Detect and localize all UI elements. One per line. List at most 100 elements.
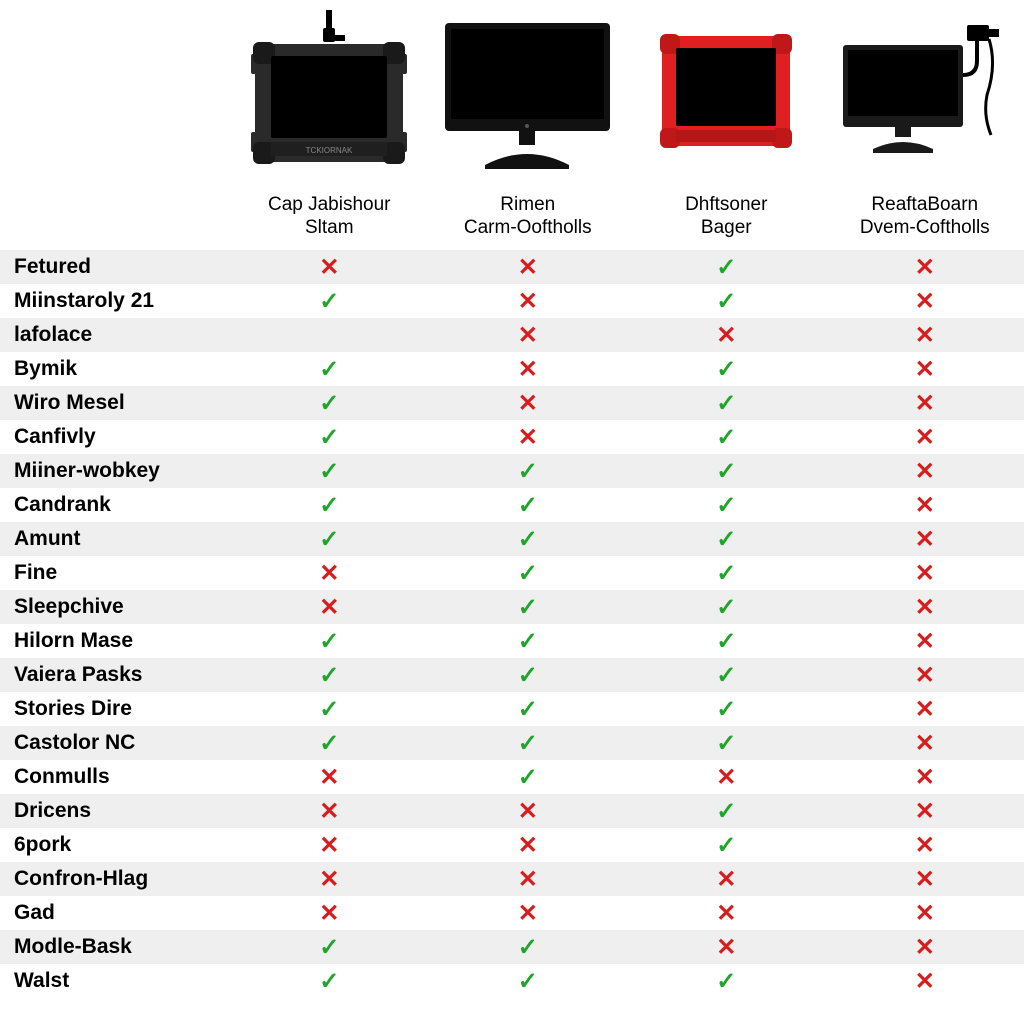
feature-value-cell: ✕ (230, 896, 429, 930)
cross-icon: ✕ (319, 865, 339, 894)
feature-row-label: Modle-Bask (0, 930, 230, 964)
feature-value-cell: ✓ (429, 930, 628, 964)
feature-value-cell: ✕ (429, 352, 628, 386)
feature-value-cell: ✓ (627, 692, 826, 726)
feature-row-label: Fine (0, 556, 230, 590)
cross-icon: ✕ (319, 763, 339, 792)
feature-row-label: Miinstaroly 21 (0, 284, 230, 318)
check-icon: ✓ (518, 627, 538, 656)
cross-icon: ✕ (716, 933, 736, 962)
cross-icon: ✕ (716, 763, 736, 792)
cross-icon: ✕ (319, 559, 339, 588)
feature-value-cell: ✕ (826, 318, 1024, 352)
cross-icon: ✕ (319, 593, 339, 622)
cross-icon: ✕ (915, 423, 935, 452)
check-icon: ✓ (716, 423, 736, 452)
feature-value-cell: ✕ (429, 896, 628, 930)
check-icon: ✓ (518, 661, 538, 690)
feature-value-cell: ✓ (230, 692, 429, 726)
feature-value-cell: ✕ (826, 386, 1024, 420)
product-2-label: Rimen Carm-Ooftholls (464, 193, 592, 241)
feature-value-cell: ✕ (429, 420, 628, 454)
feature-value-cell: ✕ (230, 794, 429, 828)
feature-value-cell: ✕ (826, 964, 1024, 998)
feature-value-cell: ✓ (627, 522, 826, 556)
feature-value-cell: ✓ (230, 454, 429, 488)
check-icon: ✓ (319, 627, 339, 656)
cross-icon: ✕ (915, 899, 935, 928)
check-icon: ✓ (518, 967, 538, 996)
check-icon: ✓ (716, 627, 736, 656)
cross-icon: ✕ (915, 559, 935, 588)
feature-value-cell: ✓ (627, 658, 826, 692)
cross-icon: ✕ (319, 253, 339, 282)
check-icon: ✓ (518, 695, 538, 724)
feature-value-cell: ✕ (230, 590, 429, 624)
check-icon: ✓ (716, 593, 736, 622)
feature-value-cell: ✓ (627, 726, 826, 760)
check-icon: ✓ (716, 797, 736, 826)
cross-icon: ✕ (915, 763, 935, 792)
feature-value-cell (230, 318, 429, 352)
feature-value-cell: ✕ (826, 692, 1024, 726)
feature-value-cell: ✕ (826, 590, 1024, 624)
feature-value-cell: ✓ (627, 964, 826, 998)
cross-icon: ✕ (915, 865, 935, 894)
check-icon: ✓ (716, 729, 736, 758)
feature-row-label: 6pork (0, 828, 230, 862)
feature-value-cell: ✕ (826, 420, 1024, 454)
feature-value-cell: ✓ (429, 658, 628, 692)
check-icon: ✓ (518, 525, 538, 554)
feature-value-cell: ✓ (627, 590, 826, 624)
check-icon: ✓ (518, 763, 538, 792)
feature-value-cell: ✓ (627, 624, 826, 658)
device-rugged-tablet-icon: TCKIORNAK (249, 10, 409, 185)
feature-value-cell: ✕ (627, 318, 826, 352)
feature-row-label: Wiro Mesel (0, 386, 230, 420)
feature-value-cell: ✓ (230, 352, 429, 386)
feature-value-cell: ✕ (826, 556, 1024, 590)
feature-row-label: Sleepchive (0, 590, 230, 624)
cross-icon: ✕ (716, 865, 736, 894)
cross-icon: ✕ (319, 899, 339, 928)
feature-row-label: Canfivly (0, 420, 230, 454)
check-icon: ✓ (716, 355, 736, 384)
header-blank (0, 0, 230, 250)
feature-value-cell: ✕ (230, 556, 429, 590)
feature-value-cell: ✓ (429, 522, 628, 556)
feature-value-cell: ✓ (230, 624, 429, 658)
feature-value-cell: ✕ (826, 896, 1024, 930)
feature-value-cell: ✕ (627, 862, 826, 896)
feature-value-cell: ✓ (627, 352, 826, 386)
feature-value-cell: ✓ (627, 454, 826, 488)
feature-value-cell: ✓ (429, 760, 628, 794)
feature-value-cell: ✓ (230, 930, 429, 964)
product-header-2: Rimen Carm-Ooftholls (429, 0, 628, 250)
feature-value-cell: ✕ (429, 318, 628, 352)
check-icon: ✓ (716, 389, 736, 418)
feature-value-cell: ✕ (429, 862, 628, 896)
check-icon: ✓ (319, 457, 339, 486)
feature-row-label: Walst (0, 964, 230, 998)
cross-icon: ✕ (518, 831, 538, 860)
feature-value-cell: ✕ (429, 828, 628, 862)
feature-value-cell: ✕ (826, 760, 1024, 794)
feature-row-label: lafolace (0, 318, 230, 352)
cross-icon: ✕ (915, 933, 935, 962)
check-icon: ✓ (518, 933, 538, 962)
svg-text:TCKIORNAK: TCKIORNAK (306, 146, 353, 155)
check-icon: ✓ (716, 559, 736, 588)
check-icon: ✓ (716, 287, 736, 316)
cross-icon: ✕ (915, 355, 935, 384)
check-icon: ✓ (319, 729, 339, 758)
feature-value-cell: ✕ (230, 760, 429, 794)
feature-value-cell: ✕ (826, 862, 1024, 896)
feature-row-label: Confron-Hlag (0, 862, 230, 896)
check-icon: ✓ (716, 253, 736, 282)
feature-row-label: Conmulls (0, 760, 230, 794)
feature-value-cell: ✓ (627, 386, 826, 420)
feature-value-cell: ✓ (429, 488, 628, 522)
cross-icon: ✕ (518, 899, 538, 928)
product-1-label: Cap Jabishour Sltam (268, 193, 391, 241)
product-header-4: ReaftaBoarn Dvem-Coftholls (826, 0, 1024, 250)
